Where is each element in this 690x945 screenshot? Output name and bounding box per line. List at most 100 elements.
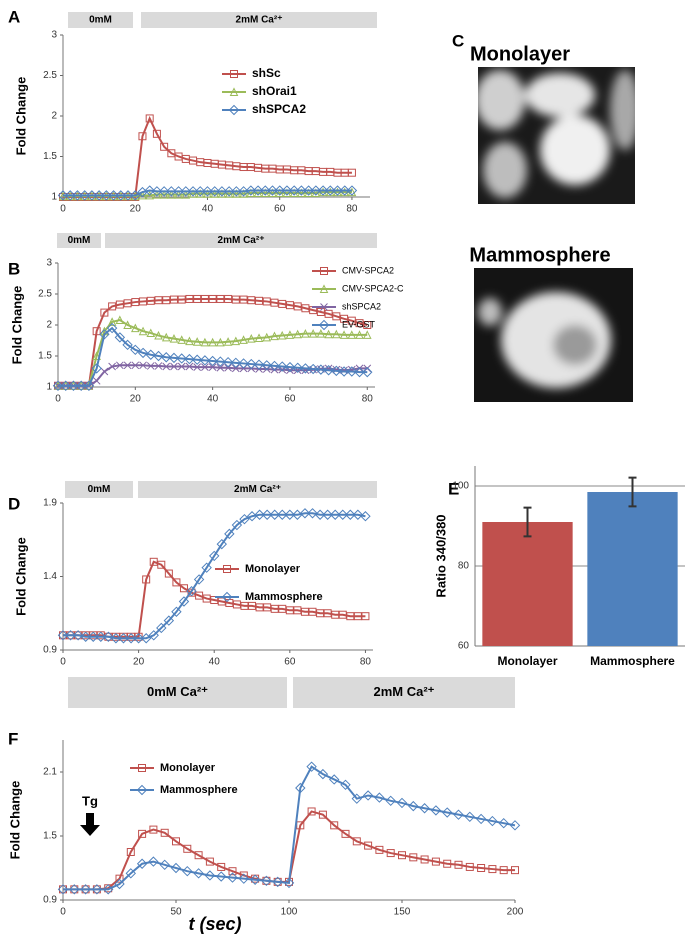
- marker: [499, 866, 508, 875]
- y-axis-title: Fold Change: [9, 286, 24, 365]
- marker: [191, 354, 203, 365]
- x-tick-label: 60: [284, 657, 296, 668]
- marker: [195, 186, 206, 197]
- marker: [192, 337, 202, 346]
- marker: [131, 361, 140, 370]
- marker: [303, 185, 314, 196]
- period-bar: [141, 12, 377, 28]
- x-tick-label: Monolayer: [497, 654, 557, 668]
- marker: [255, 296, 264, 305]
- marker: [130, 190, 141, 201]
- legend-label: Mammosphere: [245, 591, 323, 603]
- legend-label: Monolayer: [160, 762, 216, 774]
- marker: [261, 875, 272, 887]
- marker: [57, 190, 69, 201]
- y-tick-label: 1.5: [43, 151, 57, 162]
- marker: [93, 190, 105, 201]
- marker: [171, 606, 182, 617]
- marker: [160, 142, 169, 151]
- marker: [162, 362, 171, 371]
- marker: [293, 606, 302, 615]
- marker: [57, 630, 69, 641]
- x-tick-label: 20: [133, 657, 145, 668]
- y-tick-label: 2: [51, 111, 57, 122]
- legend-label: shSPCA2: [252, 102, 306, 116]
- marker: [248, 601, 257, 610]
- marker: [176, 353, 187, 364]
- marker: [169, 295, 178, 304]
- marker: [95, 631, 107, 642]
- y-tick-label: 1: [46, 382, 52, 393]
- marker: [475, 813, 487, 825]
- marker: [230, 70, 238, 78]
- marker: [453, 809, 464, 820]
- marker: [52, 380, 64, 391]
- marker: [91, 884, 103, 895]
- marker: [299, 508, 311, 519]
- marker: [269, 360, 280, 372]
- marker: [255, 603, 264, 612]
- marker: [355, 330, 364, 339]
- marker: [340, 314, 349, 323]
- marker: [91, 363, 102, 374]
- marker: [222, 356, 234, 368]
- marker: [246, 334, 256, 343]
- marker: [216, 337, 225, 347]
- period-bar: [293, 677, 515, 708]
- marker: [80, 631, 91, 642]
- marker: [164, 569, 173, 578]
- y-tick-label: 1.5: [38, 351, 52, 362]
- marker: [498, 817, 509, 829]
- x-tick-label: 80: [362, 394, 374, 405]
- marker: [158, 186, 170, 197]
- marker: [477, 864, 486, 872]
- marker: [272, 876, 283, 888]
- marker: [170, 362, 178, 371]
- marker: [151, 186, 163, 197]
- marker: [92, 327, 101, 336]
- marker: [245, 185, 257, 196]
- marker: [186, 585, 197, 597]
- series-line: [63, 115, 352, 198]
- marker: [317, 768, 329, 780]
- x-tick-label: 60: [274, 204, 286, 215]
- marker: [281, 185, 293, 196]
- period-bar: [57, 233, 101, 248]
- marker: [277, 361, 288, 372]
- marker: [247, 296, 256, 305]
- marker: [215, 356, 226, 367]
- marker: [116, 361, 124, 370]
- marker: [362, 790, 374, 801]
- marker: [185, 294, 194, 303]
- marker: [330, 821, 339, 830]
- marker: [177, 335, 187, 344]
- marker: [154, 296, 163, 305]
- marker: [353, 612, 362, 621]
- marker: [296, 185, 307, 196]
- x-tick-label: 0: [55, 394, 61, 405]
- marker: [316, 609, 325, 618]
- marker: [262, 365, 271, 373]
- marker: [277, 330, 287, 340]
- marker: [323, 609, 332, 618]
- marker: [454, 860, 463, 869]
- period-bar: [68, 12, 133, 28]
- marker: [142, 575, 151, 584]
- marker: [320, 267, 328, 275]
- marker: [374, 792, 385, 803]
- marker: [420, 855, 429, 864]
- marker: [139, 297, 148, 306]
- marker: [319, 284, 329, 293]
- marker: [396, 797, 408, 809]
- marker: [347, 330, 357, 339]
- marker: [149, 825, 158, 834]
- marker: [464, 811, 476, 823]
- marker: [487, 815, 498, 827]
- marker: [238, 873, 250, 884]
- y-axis-title: Ratio 340/380: [433, 514, 448, 597]
- marker: [65, 630, 76, 641]
- marker: [204, 870, 216, 881]
- marker: [224, 294, 233, 303]
- period-bar: [105, 233, 377, 248]
- marker: [146, 362, 155, 370]
